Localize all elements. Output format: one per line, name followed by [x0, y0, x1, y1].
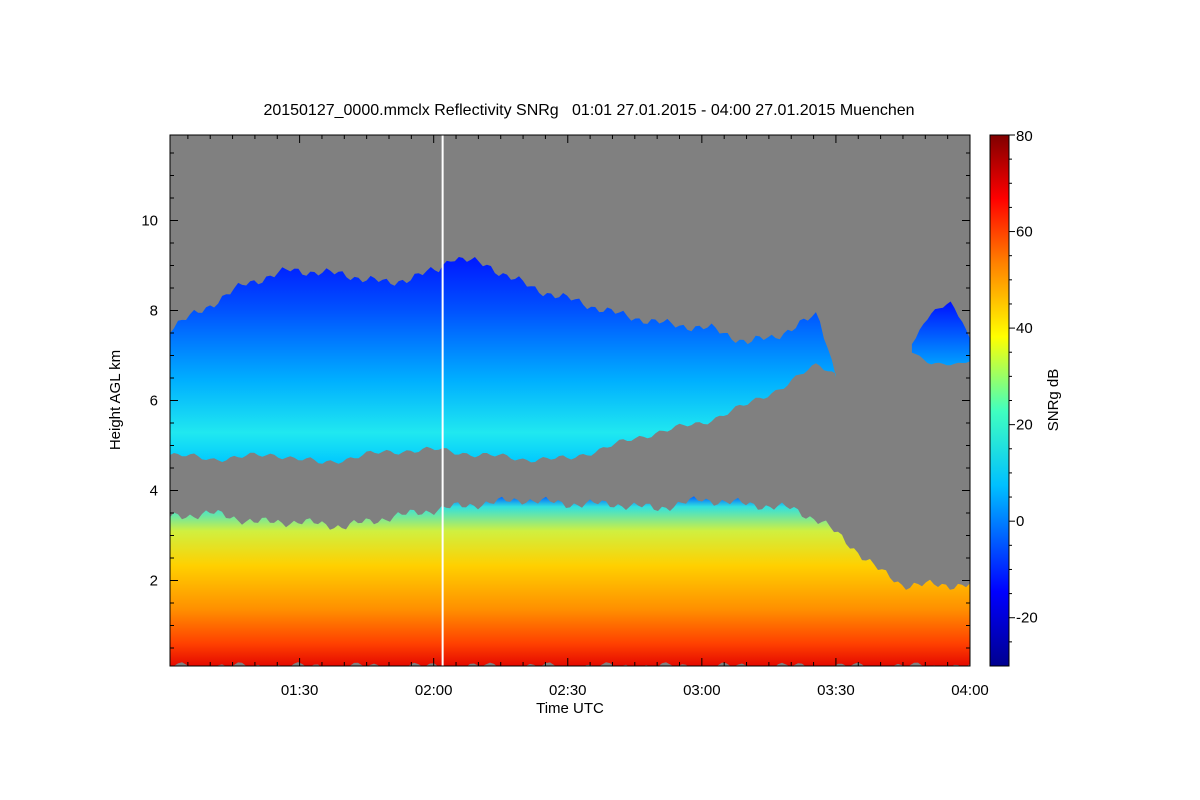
y-tick-label: 6 [150, 393, 158, 410]
y-axis-label: Height AGL km [107, 350, 124, 450]
chart-title: 20150127_0000.mmclx Reflectivity SNRg 01… [263, 102, 914, 119]
y-axis: 2 4 6 8 10 [141, 152, 970, 649]
lower-precipitation-layer [170, 496, 970, 666]
colorbar-ticks: -20 0 20 40 60 80 [1009, 128, 1038, 643]
colorbar: -20 0 20 40 60 80 SNRg dB [989, 128, 1062, 667]
y-tick-label: 8 [150, 303, 158, 320]
colorbar-tick-label: 80 [1016, 128, 1033, 145]
colorbar-tick-label: 60 [1016, 224, 1033, 241]
x-axis: 01:30 02:00 02:30 03:00 03:30 04:00 [187, 135, 989, 699]
x-tick-label: 02:30 [549, 682, 587, 699]
y-tick-label: 10 [141, 213, 158, 230]
x-tick-label: 04:00 [951, 682, 989, 699]
x-tick-label: 03:30 [817, 682, 855, 699]
x-axis-label: Time UTC [536, 700, 604, 717]
colorbar-tick-label: 0 [1016, 513, 1024, 530]
colorbar-tick-label: -20 [1016, 610, 1038, 627]
x-tick-label: 02:00 [415, 682, 453, 699]
echo-layers [170, 135, 970, 666]
colorbar-label: SNRg dB [1045, 369, 1062, 432]
y-tick-label: 2 [150, 573, 158, 590]
colorbar-tick-label: 20 [1016, 417, 1033, 434]
x-tick-label: 01:30 [281, 682, 319, 699]
upper-cloud-layer [170, 257, 836, 464]
colorbar-tick-label: 40 [1016, 320, 1033, 337]
isolated-cloud-patch [911, 301, 970, 366]
x-tick-label: 03:00 [683, 682, 721, 699]
plot-area [169, 134, 971, 667]
y-tick-label: 4 [150, 483, 158, 500]
colorbar-gradient [989, 134, 1010, 667]
